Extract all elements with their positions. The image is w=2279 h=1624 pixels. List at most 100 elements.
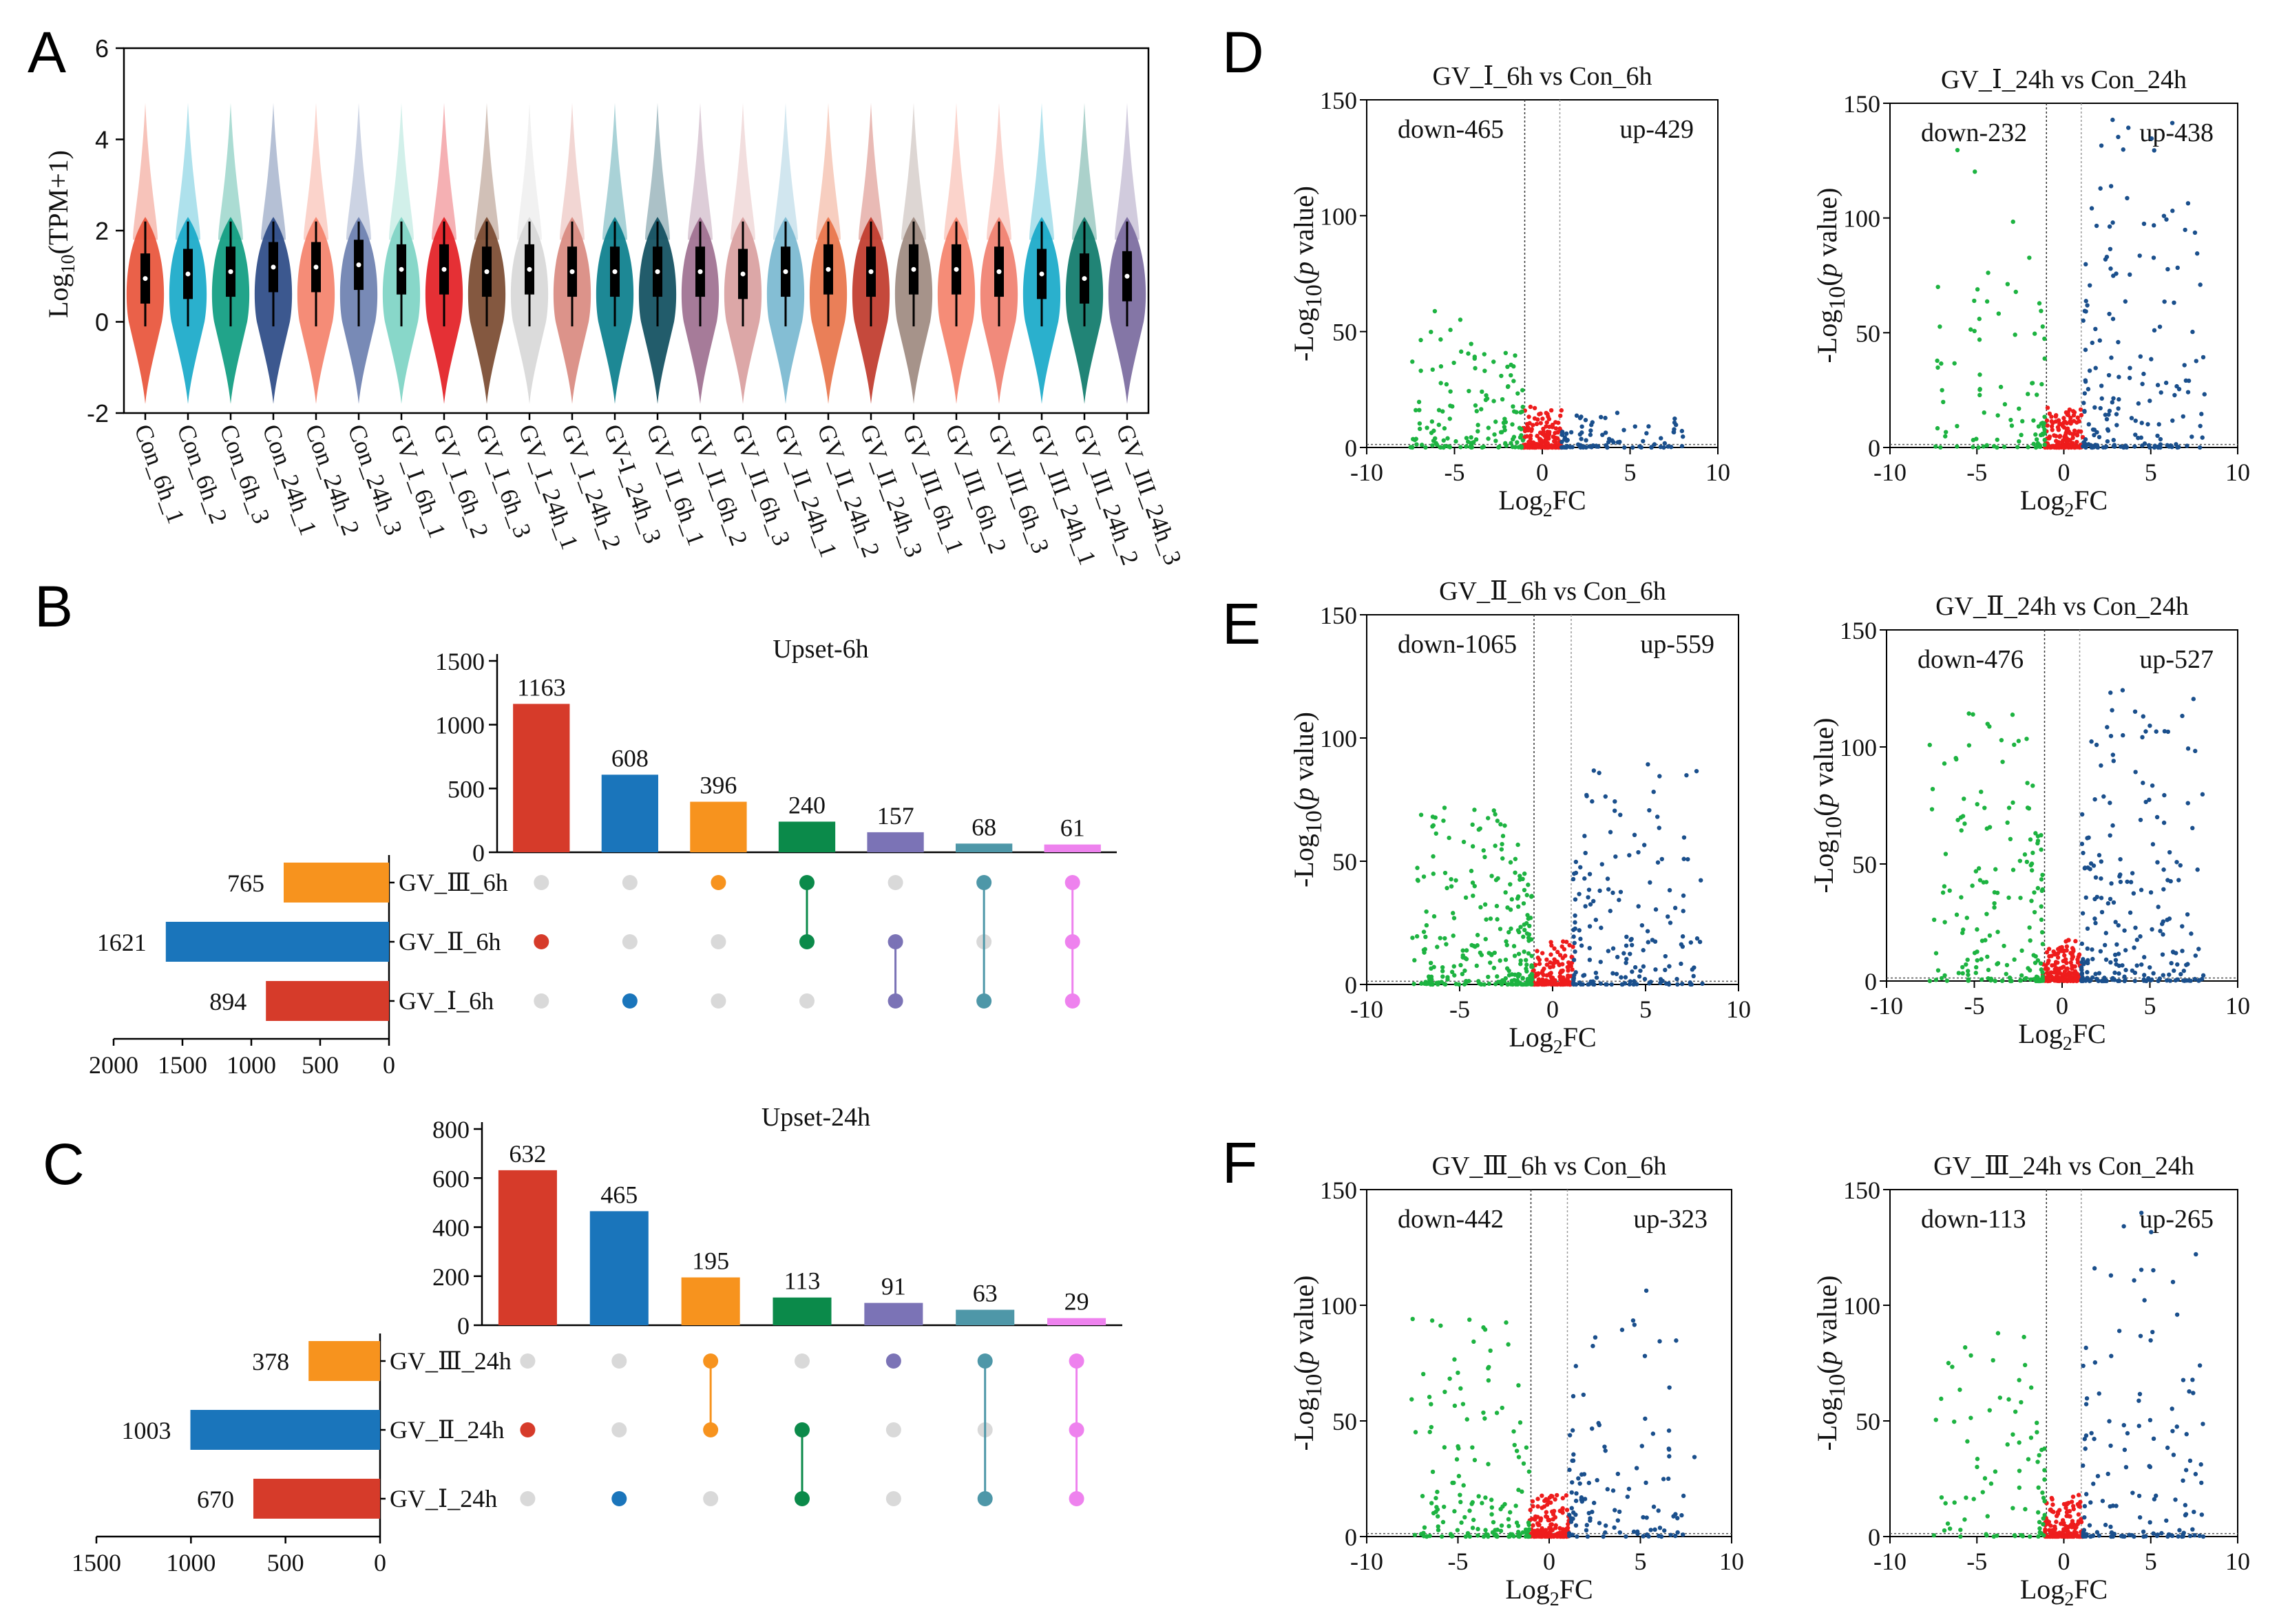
violin-tail <box>346 103 371 240</box>
point-ns <box>2057 1508 2062 1512</box>
point-up <box>1617 898 1621 903</box>
point-down <box>1438 445 1442 450</box>
point-up <box>2164 217 2169 222</box>
point-down <box>1977 337 1982 342</box>
point-down <box>1442 1504 1447 1509</box>
point-ns <box>2068 419 2072 423</box>
point-ns <box>1528 404 1533 410</box>
point-down <box>1482 854 1487 860</box>
point-up <box>2196 947 2201 951</box>
point-down <box>2008 836 2013 842</box>
point-up <box>2079 941 2085 947</box>
violin-median <box>911 266 916 272</box>
point-up <box>2143 799 2148 805</box>
point-down <box>1418 1532 1424 1537</box>
point-down <box>1956 971 1962 976</box>
point-ns <box>2065 412 2070 417</box>
point-down <box>1493 878 1499 883</box>
point-down <box>1430 1469 1436 1475</box>
point-up <box>1572 973 1577 978</box>
point-ns <box>2068 431 2072 436</box>
point-ns <box>2068 1531 2073 1537</box>
point-down <box>1414 442 1419 447</box>
point-down <box>1475 429 1480 434</box>
point-down <box>2000 759 2005 764</box>
point-down <box>1973 971 1978 976</box>
intersection-bar <box>864 1303 923 1325</box>
point-up <box>2083 445 2088 450</box>
point-ns <box>1563 982 1568 987</box>
point-up <box>2094 445 2100 450</box>
point-down <box>1942 1528 1947 1533</box>
point-ns <box>1535 1504 1540 1509</box>
point-up <box>2082 391 2088 396</box>
point-down <box>2017 1468 2022 1473</box>
point-down <box>1434 442 1440 447</box>
point-down <box>1506 1517 1511 1522</box>
point-ns <box>2057 434 2062 439</box>
point-up <box>1571 934 1576 939</box>
point-up <box>2190 1527 2195 1532</box>
point-up <box>2111 396 2116 401</box>
point-ns <box>2064 1513 2069 1519</box>
point-down <box>1982 410 1986 415</box>
point-up <box>2188 978 2193 983</box>
point-up <box>2094 223 2099 229</box>
point-up <box>2199 1480 2204 1486</box>
point-down <box>2026 445 2030 450</box>
point-up <box>2138 1333 2143 1338</box>
point-down <box>1495 917 1500 922</box>
x-tick-label: -10 <box>1350 995 1383 1023</box>
violin-tail <box>987 103 1011 240</box>
point-up <box>1668 920 1673 925</box>
point-up <box>1583 904 1588 909</box>
point-up <box>1594 975 1599 980</box>
point-up <box>2087 283 2092 288</box>
point-ns <box>1548 940 1553 945</box>
point-ns <box>1567 942 1572 948</box>
point-ns <box>1539 438 1544 443</box>
point-down <box>1487 951 1491 956</box>
point-up <box>2194 1252 2198 1257</box>
point-up <box>1586 1480 1592 1486</box>
point-up <box>1603 794 1608 799</box>
set-size-label: 894 <box>209 988 246 1015</box>
point-up <box>2097 1533 2102 1538</box>
point-up <box>1681 434 1685 439</box>
point-down <box>1971 1497 1976 1501</box>
violin-median <box>996 269 1002 275</box>
point-ns <box>2070 409 2076 414</box>
point-up <box>2185 746 2191 751</box>
point-up <box>1688 980 1692 985</box>
point-up <box>2110 977 2115 982</box>
point-up <box>1615 410 1620 415</box>
point-up <box>2192 977 2198 982</box>
point-up <box>2191 697 2196 702</box>
point-down <box>1433 1495 1438 1501</box>
point-down <box>1975 1464 1979 1470</box>
point-up <box>2105 725 2110 730</box>
point-up <box>1613 799 1617 804</box>
violin-tail <box>731 103 755 240</box>
point-down <box>1958 1534 1963 1539</box>
point-down <box>1943 1501 1948 1506</box>
point-up <box>1584 792 1589 798</box>
point-down <box>1975 287 1980 292</box>
point-down <box>1419 981 1424 986</box>
point-up <box>2117 397 2121 402</box>
point-down <box>1475 1533 1480 1538</box>
intersection-label: 240 <box>788 792 826 819</box>
point-down <box>1526 883 1531 887</box>
point-down <box>1984 911 1989 916</box>
point-down <box>1515 1530 1521 1535</box>
x-tick-label: 10 <box>1726 995 1751 1023</box>
point-up <box>2086 442 2091 447</box>
point-down <box>1975 1457 1980 1462</box>
x-tick-label: 5 <box>1635 1548 1647 1575</box>
point-up <box>2150 978 2154 982</box>
point-down <box>1954 912 1960 917</box>
point-up <box>1571 1510 1576 1515</box>
point-up <box>1594 443 1599 448</box>
point-up <box>1579 424 1584 429</box>
intersection-label: 68 <box>972 813 996 841</box>
